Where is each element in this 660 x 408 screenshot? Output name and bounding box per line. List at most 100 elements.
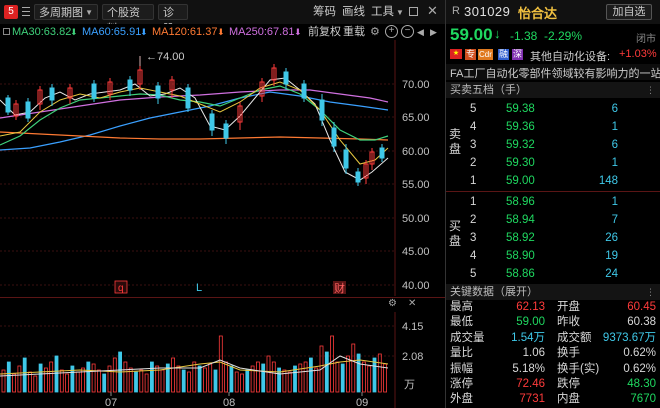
order-book-row[interactable]: 4 59.36 1 [446,118,660,136]
ma-toggle-icon[interactable] [3,28,10,35]
order-book-row[interactable]: 2 58.94 7 [446,211,660,229]
price-chart[interactable]: 70.00 65.00 60.00 55.00 50.00 45.00 40.0… [0,40,445,296]
book-volume: 19 [605,250,618,262]
close-icon[interactable]: ✕ [408,298,417,309]
book-price: 58.86 [506,268,535,280]
volume-bar [287,371,292,393]
volume-bar [38,363,43,393]
key-data-row: 量比 1.06 换手 0.62% [446,346,660,361]
company-intro[interactable]: FA工厂自动化零部件领域较有影响力的一站式... [446,64,660,80]
order-book-row[interactable]: 1 59.00 148 [446,172,660,190]
volume-bar [1,369,6,393]
volume-bar [128,367,133,393]
volume-ma-yellow [0,359,389,375]
volume-bar [49,361,54,393]
volume-bar [293,365,297,393]
volume-bar [181,369,186,393]
next-arrow-icon[interactable]: ▶ [430,27,437,37]
menu-icon[interactable] [22,7,30,17]
ma30-down-arrow-icon: ⬇ [70,27,78,37]
ask-side: 卖盘 5 59.38 6 4 59.36 1 3 59.32 6 2 59.30 1 1 59.00 148 [446,99,660,191]
settings-gear-icon[interactable]: ⚙ [370,26,380,38]
order-book-row[interactable]: 2 59.30 1 [446,154,660,172]
order-book-row[interactable]: 3 58.92 26 [446,229,660,247]
flag-icon: ★ [450,49,462,59]
book-volume: 1 [611,121,618,133]
ma60-down-arrow-icon: ⬇ [140,27,148,37]
sell-side-label: 卖盘 [448,127,461,156]
price-axis-label: 70.00 [402,79,430,91]
price-axis-label: 45.00 [402,246,430,258]
key-data-header[interactable]: 关键数据（展开） ⋮ [446,284,660,300]
price-axis-label: 40.00 [402,280,430,292]
book-level: 3 [470,139,477,151]
chips-button[interactable]: 筹码 [313,6,336,18]
order-book-row[interactable]: 5 59.38 6 [446,100,660,118]
volume-bar [160,369,165,393]
key-data-label: 昨收 [557,316,580,329]
volume-bar [33,375,38,393]
tools-button[interactable]: 工具 ▼ [371,5,404,19]
key-data-value: 9373.67万 [602,331,656,344]
event-mark-l[interactable]: L [196,282,202,294]
price-change-pct: -2.29% [544,29,583,43]
order-book-row[interactable]: 4 58.90 19 [446,247,660,265]
volume-chart[interactable]: 4.15 2.08 万 07 08 09 [0,312,445,408]
stock-profile-button[interactable]: 个股资料 [102,4,154,35]
book-volume: 26 [605,232,618,244]
forward-adjust-button[interactable]: 前复权 [308,26,341,38]
order-book-menu-icon[interactable]: ⋮ [646,85,655,95]
restore-window-icon[interactable] [409,7,418,16]
book-price: 59.38 [506,103,535,115]
event-mark-finance[interactable]: 财 [334,281,345,295]
volume-bar [192,361,197,393]
volume-axis-label: 4.15 [402,321,423,333]
key-data-label: 跌停 [557,378,580,390]
order-book-row[interactable]: 1 58.96 1 [446,193,660,211]
prev-arrow-icon[interactable]: ◀ [417,27,424,37]
tag-specialized[interactable]: 专 [465,49,477,60]
order-book-title: 买卖五档（手） [450,84,527,96]
book-price: 58.96 [506,196,535,208]
book-level: 5 [470,103,477,115]
add-watchlist-button[interactable]: 加自选 [606,4,652,20]
order-book-header[interactable]: 买卖五档（手） ⋮ [446,82,660,98]
volume-bar [107,365,112,393]
key-data-label: 外盘 [450,393,473,406]
close-icon[interactable]: ✕ [427,3,438,18]
book-price: 59.30 [506,157,535,169]
volume-bar [218,335,223,393]
key-data-title: 关键数据（展开） [450,286,538,298]
key-data-row: 最高 62.13 开盘 60.45 [446,300,660,315]
tag-margin[interactable]: 融 [498,49,510,60]
volume-bar [271,361,276,393]
order-book-row[interactable]: 5 58.86 24 [446,265,660,283]
industry-label[interactable]: 其他自动化设备: [530,51,611,63]
order-book-row[interactable]: 3 59.32 6 [446,136,660,154]
price-axis-label: 65.00 [402,112,430,124]
tag-cdr[interactable]: Cdr [478,49,493,60]
volume-bar [202,367,207,393]
ma250-value: MA250:67.81 [229,26,295,38]
book-volume: 148 [598,175,618,187]
tag-shenzhen[interactable]: 深 [512,49,524,60]
book-volume: 1 [611,196,618,208]
volume-bar [319,345,324,393]
key-data-menu-icon[interactable]: ⋮ [646,287,655,297]
remove-icon[interactable]: − [401,25,414,38]
event-mark-q[interactable]: q [118,283,124,294]
multi-period-dropdown[interactable]: 多周期图 ▼ [34,4,98,20]
book-volume: 7 [611,214,618,226]
draw-line-button[interactable]: 画线 [342,6,365,18]
high-price-marker: ←74.00 [146,51,185,63]
add-icon[interactable]: + [385,25,398,38]
settings-gear-icon[interactable]: ⚙ [388,298,397,309]
volume-bar [70,365,75,393]
volume-bar [303,361,308,393]
overlay-button[interactable]: 重载 [343,26,365,38]
volume-bar [224,361,229,393]
volume-bar [54,355,59,393]
book-volume: 6 [611,139,618,151]
price-row: 59.00 ↓ -1.38 -2.29% 闭市 [446,24,660,46]
diagnose-button[interactable]: 诊股 [158,4,188,35]
